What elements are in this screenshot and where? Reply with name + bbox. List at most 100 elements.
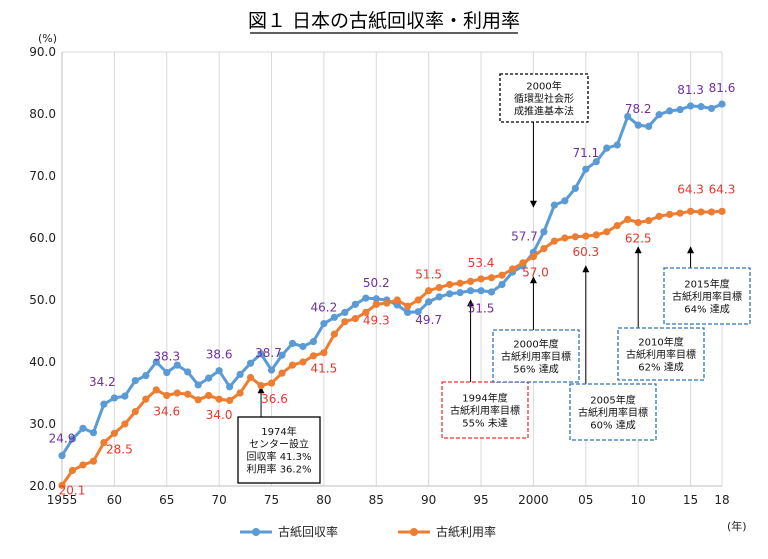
data-label: 81.6 [709,81,736,95]
annotation-text: 回収率 41.3% [247,450,312,463]
data-point [320,349,328,357]
data-label: 34.6 [153,404,180,418]
data-point [100,400,108,408]
y-tick-labels: 20.0 30.0 40.0 50.0 60.0 70.0 80.0 90.0 [29,45,56,493]
data-point [425,287,433,295]
data-point [393,301,401,309]
data-point [236,389,244,397]
data-point [341,318,349,326]
x-tick-label: 1955 [47,493,78,507]
data-point [582,232,590,240]
data-point [603,228,611,236]
data-label: 24.9 [49,432,76,446]
annotation-text: 2010年度 [638,335,683,348]
data-point [299,358,307,366]
annotation-text: 2005年度 [590,393,635,406]
data-point [519,259,527,267]
data-point [603,144,611,152]
data-point [435,284,443,292]
data-point [540,244,548,253]
data-point [236,370,244,378]
data-point [226,383,234,391]
data-point [666,210,674,219]
x-tick-label: 90 [421,493,436,507]
y-tick-label: 50.0 [29,293,56,307]
data-label: 20.1 [59,483,86,497]
data-point [278,351,286,359]
annotation-text: 循環型社会形 [514,92,574,105]
annotation-frame [569,383,657,441]
data-point [540,228,548,236]
data-point [194,396,202,404]
data-point [267,379,276,387]
data-point [624,112,632,121]
data-point [404,308,412,316]
data-label: 81.3 [677,83,704,97]
data-point [508,265,517,273]
legend-item: 古紙回収率 [240,524,338,539]
x-tick-label: 70 [212,493,227,507]
data-point [550,201,558,209]
data-point [718,207,726,215]
data-label: 50.2 [363,276,390,290]
data-point [697,208,705,216]
data-label: 38.3 [153,350,180,364]
data-point [414,308,422,316]
data-point [404,302,412,310]
data-label: 51.5 [468,302,495,316]
annotation-frame [441,381,529,439]
data-point [372,295,380,303]
data-point [163,368,171,377]
data-point [173,361,181,369]
data-point [89,457,98,465]
data-point [163,391,171,400]
data-point [131,408,139,416]
data-point [142,372,150,380]
data-point [184,368,192,376]
data-point [152,386,160,394]
data-point [246,359,255,367]
y-tick-label: 30.0 [29,417,56,431]
data-point [110,394,118,402]
data-point [624,215,632,223]
data-point [707,104,716,113]
data-point [686,102,695,110]
annotation-arrows [257,122,695,427]
annotation-text: 2000年 [526,79,561,92]
data-point [645,122,653,130]
x-tick-label: 05 [578,493,593,507]
annotation-frame [499,73,589,123]
data-point [121,420,129,428]
x-tick-label: 65 [159,493,174,507]
data-point [194,381,202,389]
data-point [205,391,213,400]
data-point [718,100,726,108]
data-point [257,381,265,390]
data-label: 36.6 [261,392,288,406]
annotation-text: センター設立 [249,438,309,451]
annotation-text: 60% 達成 [590,419,635,431]
y-tick-label: 40.0 [29,355,56,369]
data-label: 49.7 [415,313,442,327]
data-labels: 24.9 34.2 38.3 38.6 38.7 46.2 50.2 49.7 51.5 57.7… [49,81,736,497]
data-point [561,197,569,205]
data-point [299,342,307,351]
data-point [278,369,286,377]
data-point [351,300,359,308]
data-point [288,339,297,347]
data-point [676,106,684,114]
annotation-text: 55% 未達 [462,417,507,429]
data-point [634,121,642,129]
data-point [362,294,370,302]
data-point [330,313,338,321]
data-point [152,358,160,366]
data-point [58,452,66,460]
data-point [686,207,695,215]
data-point [571,184,579,192]
